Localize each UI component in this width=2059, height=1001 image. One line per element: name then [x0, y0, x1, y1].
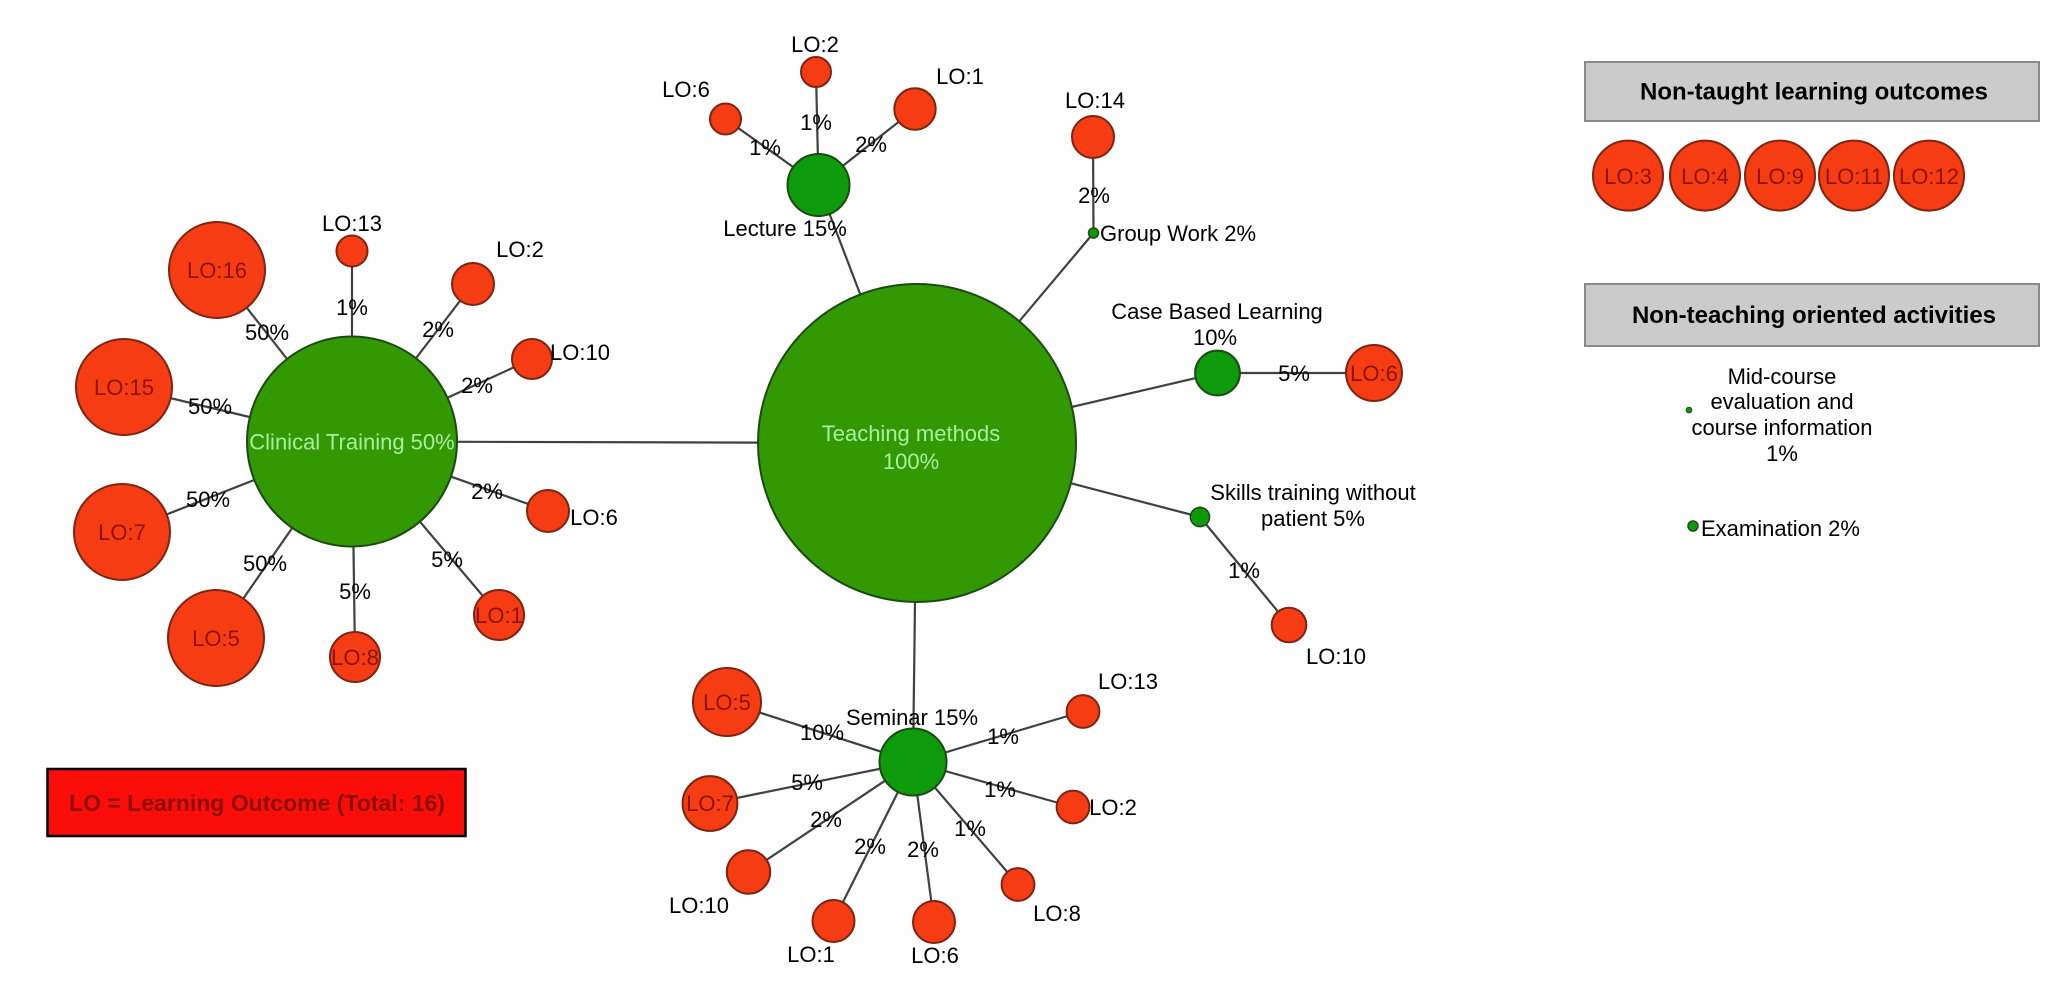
- svg-text:2%: 2%: [461, 373, 493, 398]
- svg-text:5%: 5%: [791, 770, 823, 795]
- svg-text:LO:8: LO:8: [1033, 901, 1081, 926]
- svg-text:LO:7: LO:7: [686, 791, 734, 816]
- svg-text:LO:6: LO:6: [1350, 361, 1398, 386]
- svg-text:50%: 50%: [188, 394, 232, 419]
- svg-text:LO:8: LO:8: [331, 645, 379, 670]
- svg-text:10%: 10%: [800, 720, 844, 745]
- svg-text:1%: 1%: [800, 110, 832, 135]
- svg-text:1%: 1%: [749, 135, 781, 160]
- svg-text:LO:5: LO:5: [703, 690, 751, 715]
- svg-text:5%: 5%: [339, 579, 371, 604]
- svg-text:evaluation and: evaluation and: [1710, 389, 1853, 414]
- svg-text:patient 5%: patient 5%: [1261, 506, 1365, 531]
- svg-text:Mid-course: Mid-course: [1728, 364, 1837, 389]
- svg-text:Group Work 2%: Group Work 2%: [1100, 221, 1256, 246]
- svg-text:1%: 1%: [954, 816, 986, 841]
- svg-text:Lecture 15%: Lecture 15%: [723, 216, 847, 241]
- svg-text:1%: 1%: [336, 295, 368, 320]
- svg-text:LO:1: LO:1: [787, 942, 835, 967]
- svg-text:50%: 50%: [243, 551, 287, 576]
- svg-text:2%: 2%: [471, 479, 503, 504]
- svg-text:Clinical Training 50%: Clinical Training 50%: [249, 430, 454, 455]
- svg-text:LO:2: LO:2: [791, 32, 839, 57]
- svg-text:2%: 2%: [907, 837, 939, 862]
- svg-text:5%: 5%: [1278, 361, 1310, 386]
- svg-text:LO:6: LO:6: [570, 505, 618, 530]
- svg-text:2%: 2%: [854, 834, 886, 859]
- svg-text:LO:4: LO:4: [1681, 164, 1729, 189]
- svg-text:LO:11: LO:11: [1825, 164, 1883, 189]
- svg-text:Non-teaching oriented activiti: Non-teaching oriented activities: [1632, 302, 1996, 329]
- svg-text:1%: 1%: [987, 724, 1019, 749]
- svg-text:course information: course information: [1692, 415, 1873, 440]
- svg-text:50%: 50%: [245, 320, 289, 345]
- svg-text:100%: 100%: [883, 449, 939, 474]
- svg-text:2%: 2%: [1078, 183, 1110, 208]
- svg-text:LO:1: LO:1: [475, 603, 523, 628]
- svg-text:LO:10: LO:10: [669, 893, 729, 918]
- svg-text:LO:14: LO:14: [1065, 88, 1125, 113]
- svg-text:LO:12: LO:12: [1899, 164, 1959, 189]
- svg-text:Examination 2%: Examination 2%: [1701, 516, 1860, 541]
- svg-text:LO:6: LO:6: [911, 943, 959, 968]
- svg-text:LO:3: LO:3: [1604, 164, 1652, 189]
- svg-text:LO:6: LO:6: [662, 77, 710, 102]
- svg-text:1%: 1%: [1766, 441, 1798, 466]
- svg-text:Case Based Learning: Case Based Learning: [1111, 299, 1323, 324]
- svg-text:LO:16: LO:16: [187, 258, 247, 283]
- svg-text:10%: 10%: [1193, 325, 1237, 350]
- svg-text:1%: 1%: [1228, 558, 1260, 583]
- svg-text:LO:13: LO:13: [322, 211, 382, 236]
- svg-text:LO:13: LO:13: [1098, 669, 1158, 694]
- svg-text:50%: 50%: [186, 487, 230, 512]
- svg-text:LO:10: LO:10: [1306, 644, 1366, 669]
- svg-text:Non-taught learning outcomes: Non-taught learning outcomes: [1640, 79, 1988, 106]
- svg-text:Seminar 15%: Seminar 15%: [846, 705, 978, 730]
- svg-text:LO = Learning Outcome (Total:: LO = Learning Outcome (Total: 16): [69, 790, 445, 816]
- svg-text:LO:7: LO:7: [98, 520, 146, 545]
- svg-text:Teaching methods: Teaching methods: [822, 421, 1001, 446]
- svg-text:2%: 2%: [422, 317, 454, 342]
- svg-text:5%: 5%: [431, 547, 463, 572]
- svg-text:LO:2: LO:2: [1089, 795, 1137, 820]
- svg-text:LO:15: LO:15: [94, 375, 154, 400]
- svg-text:Skills training without: Skills training without: [1210, 480, 1415, 505]
- svg-text:LO:10: LO:10: [550, 340, 610, 365]
- svg-text:LO:1: LO:1: [936, 64, 984, 89]
- svg-text:LO:9: LO:9: [1756, 164, 1804, 189]
- svg-text:2%: 2%: [855, 132, 887, 157]
- svg-text:2%: 2%: [810, 807, 842, 832]
- svg-text:LO:2: LO:2: [496, 237, 544, 262]
- svg-text:1%: 1%: [984, 777, 1016, 802]
- svg-text:LO:5: LO:5: [192, 626, 240, 651]
